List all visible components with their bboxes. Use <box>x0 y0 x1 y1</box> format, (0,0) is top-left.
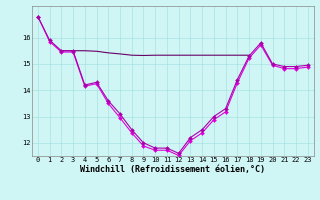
X-axis label: Windchill (Refroidissement éolien,°C): Windchill (Refroidissement éolien,°C) <box>80 165 265 174</box>
